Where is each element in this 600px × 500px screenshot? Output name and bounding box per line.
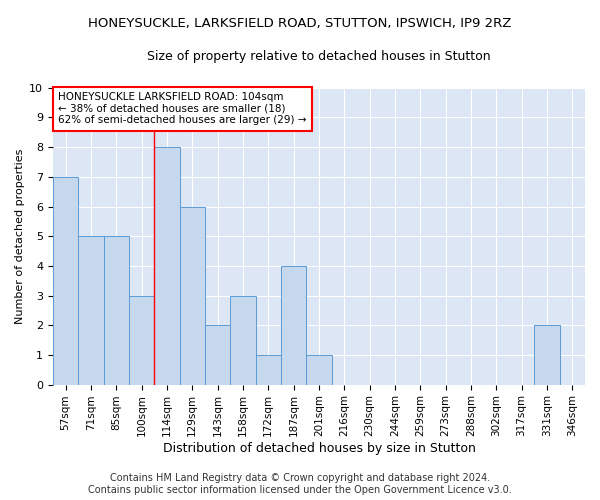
Bar	[535, 325, 560, 384]
Text: HONEYSUCKLE, LARKSFIELD ROAD, STUTTON, IPSWICH, IP9 2RZ: HONEYSUCKLE, LARKSFIELD ROAD, STUTTON, I…	[88, 18, 512, 30]
Text: HONEYSUCKLE LARKSFIELD ROAD: 104sqm
← 38% of detached houses are smaller (18)
62: HONEYSUCKLE LARKSFIELD ROAD: 104sqm ← 38…	[58, 92, 307, 126]
Bar	[104, 236, 129, 384]
Bar	[256, 355, 281, 384]
Bar	[78, 236, 104, 384]
Title: Size of property relative to detached houses in Stutton: Size of property relative to detached ho…	[147, 50, 491, 63]
Bar	[306, 355, 332, 384]
Text: Contains HM Land Registry data © Crown copyright and database right 2024.
Contai: Contains HM Land Registry data © Crown c…	[88, 474, 512, 495]
Bar	[53, 177, 78, 384]
Bar	[179, 206, 205, 384]
X-axis label: Distribution of detached houses by size in Stutton: Distribution of detached houses by size …	[163, 442, 475, 455]
Bar	[129, 296, 154, 384]
Bar	[154, 147, 179, 384]
Y-axis label: Number of detached properties: Number of detached properties	[15, 148, 25, 324]
Bar	[230, 296, 256, 384]
Bar	[281, 266, 306, 384]
Bar	[205, 325, 230, 384]
